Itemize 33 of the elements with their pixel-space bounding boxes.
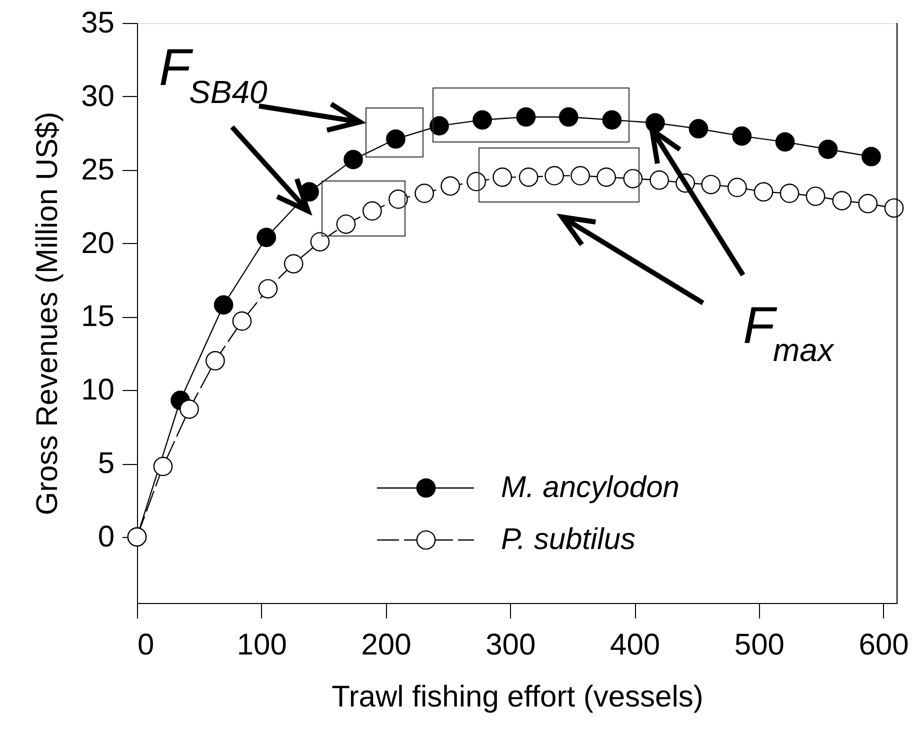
x-tick-label: 0 bbox=[138, 628, 154, 662]
x-tick-label: 300 bbox=[486, 628, 536, 662]
point bbox=[602, 110, 622, 130]
y-tick-label: 35 bbox=[81, 6, 114, 40]
point bbox=[775, 132, 795, 152]
y-tick-label: 20 bbox=[81, 226, 114, 260]
legend-label: M. ancylodon bbox=[501, 471, 680, 504]
y-tick-label: 5 bbox=[98, 447, 114, 480]
point bbox=[862, 146, 881, 166]
x-tick-label: 400 bbox=[610, 628, 660, 662]
point bbox=[344, 150, 363, 170]
x-tick-label: 100 bbox=[236, 628, 287, 662]
point bbox=[214, 295, 234, 315]
y-tick-label: 25 bbox=[81, 153, 114, 186]
point bbox=[472, 110, 492, 130]
y-tick-label: 0 bbox=[98, 520, 114, 554]
x-tick-label: 500 bbox=[734, 628, 784, 662]
x-axis-title: Trawl fishing effort (vessels) bbox=[332, 680, 704, 714]
point bbox=[430, 116, 449, 136]
point bbox=[256, 228, 276, 248]
point bbox=[688, 119, 708, 138]
point bbox=[818, 140, 838, 159]
point bbox=[180, 400, 199, 419]
x-tick-label: 200 bbox=[361, 628, 412, 662]
point bbox=[732, 126, 752, 146]
legend-label: P. subtilus bbox=[501, 523, 636, 556]
y-axis-title: Gross Revenues (Million US$) bbox=[31, 112, 64, 516]
point bbox=[516, 107, 536, 127]
x-tick-label: 600 bbox=[858, 628, 909, 662]
y-tick-label: 15 bbox=[81, 300, 114, 334]
y-tick-label: 30 bbox=[81, 80, 114, 113]
point bbox=[558, 107, 578, 127]
y-tick-label: 10 bbox=[81, 374, 114, 407]
